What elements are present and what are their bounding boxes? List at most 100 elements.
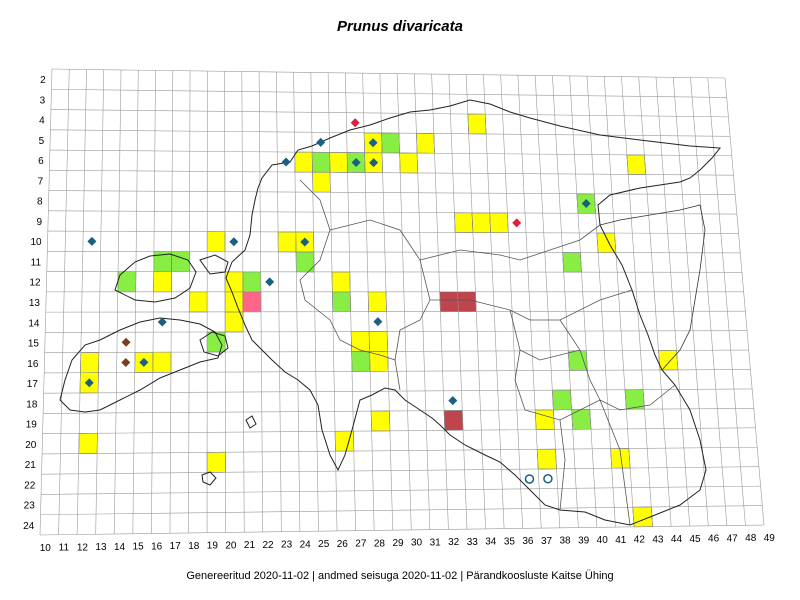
grid-cell-24-6 (294, 151, 313, 173)
row-label: 5 (39, 136, 45, 147)
grid-vline-25 (310, 72, 319, 532)
column-label: 38 (560, 536, 572, 547)
row-label: 11 (31, 257, 42, 268)
column-label: 30 (411, 538, 423, 549)
grid-cell-21-12 (242, 271, 262, 293)
grid-cell-44-16 (658, 350, 679, 371)
mainland-outline (225, 99, 721, 526)
grid-vline-17 (169, 70, 174, 534)
grid-vline-20 (224, 71, 226, 533)
grid-vline-11 (58, 69, 70, 535)
grid-cell-19-10 (206, 231, 226, 253)
grid-hline-18 (43, 388, 753, 394)
grid-vline-28 (362, 73, 375, 531)
grid-cell-31-5 (416, 132, 435, 154)
grid-vline-49 (724, 77, 765, 526)
saaremaa-outline (59, 317, 223, 413)
grid-vline-43 (621, 76, 653, 527)
red-diamond-marker-36-9 (512, 218, 522, 228)
row-label: 23 (24, 501, 36, 512)
ruhnu-outline (201, 471, 217, 486)
grid-vline-22 (258, 71, 264, 532)
grid-hline-12 (46, 271, 742, 273)
grid-hline-21 (42, 446, 758, 455)
blue-diamond-marker-22-12 (265, 277, 275, 287)
row-label: 7 (38, 176, 44, 187)
map-title: Prunus divaricata (337, 18, 463, 35)
grid-vline-30 (396, 73, 412, 530)
grid-vline-23 (276, 71, 282, 532)
blue-diamond-marker-12-10 (87, 236, 97, 246)
grid-cell-12-20 (78, 432, 98, 454)
row-label: 16 (27, 359, 39, 370)
grid-vline-21 (241, 71, 245, 533)
hollow-circle-marker-37-22 (543, 474, 553, 484)
column-label: 15 (133, 542, 145, 553)
column-label: 11 (59, 543, 70, 554)
grid-vline-31 (414, 73, 431, 530)
brown-diamond-marker-14-16 (121, 357, 131, 367)
grid-cell-17-11 (171, 251, 190, 273)
column-label: 46 (708, 534, 720, 545)
grid-cell-39-11 (562, 252, 582, 273)
grid-hline-11 (47, 251, 741, 254)
column-label: 14 (114, 542, 126, 553)
grid-cell-27-16 (351, 351, 371, 372)
row-label: 24 (23, 521, 35, 532)
grid-hline-2 (51, 68, 726, 79)
column-label: 20 (225, 540, 237, 551)
grid-cell-20-13 (224, 291, 244, 313)
grid-cell-18-13 (188, 291, 208, 313)
grid-hline-23 (41, 485, 761, 495)
grid-hline-9 (48, 210, 737, 215)
column-label: 13 (95, 542, 107, 553)
row-label: 4 (39, 116, 45, 127)
column-label: 35 (504, 536, 516, 547)
grid-cell-25-7 (312, 171, 331, 193)
grid-hline-15 (45, 330, 748, 333)
grid-cell-38-18 (551, 389, 572, 411)
grid-vline-40 (569, 75, 598, 528)
row-label: 10 (30, 237, 42, 248)
column-label: 47 (727, 533, 739, 544)
column-label: 10 (40, 543, 52, 554)
red-diamond-marker-27-4 (350, 118, 360, 128)
blue-diamond-marker-12-17 (84, 378, 94, 388)
grid-cell-21-13 (242, 291, 262, 313)
grid-hline-20 (42, 427, 756, 434)
grid-cell-35-9 (489, 212, 509, 233)
row-label: 14 (28, 318, 40, 329)
grid-cell-26-13 (332, 291, 352, 313)
brown-diamond-marker-14-15 (121, 337, 131, 347)
column-label: 25 (318, 539, 330, 550)
grid-cell-37-21 (536, 448, 557, 470)
grid-cell-16-16 (152, 351, 172, 373)
grid-hline-3 (51, 88, 727, 98)
row-label: 3 (40, 95, 46, 106)
grid-vline-18 (188, 70, 191, 533)
grid-cell-12-16 (80, 352, 100, 374)
column-label: 16 (151, 541, 163, 552)
row-label: 15 (28, 339, 40, 350)
column-label: 39 (578, 535, 590, 546)
grid-vline-26 (327, 72, 338, 531)
column-label: 21 (244, 540, 256, 551)
blue-diamond-marker-28-5 (368, 138, 378, 148)
grid-cell-43-6 (626, 154, 647, 175)
muhu-outline (199, 331, 229, 357)
column-labels: 10 11 12 13 14 15 16 17 18 19 20 21 22 23 24 25 26 27 28 29… (40, 533, 776, 554)
column-label: 32 (448, 537, 460, 548)
vormsi-outline (199, 254, 229, 275)
grid-cell-33-13 (457, 291, 477, 312)
grid-hline-8 (48, 190, 736, 195)
blue-diamond-marker-40-8 (581, 199, 591, 209)
grid-hline-24 (40, 505, 763, 516)
map-footer: Genereeritud 2020-11-02 | andmed seisuga… (186, 570, 614, 582)
row-label: 21 (25, 460, 37, 471)
blue-diamond-marker-15-16 (139, 357, 149, 367)
grid-vline-10 (39, 68, 53, 536)
grid-cell-33-9 (454, 212, 474, 233)
map-grid (39, 68, 765, 536)
